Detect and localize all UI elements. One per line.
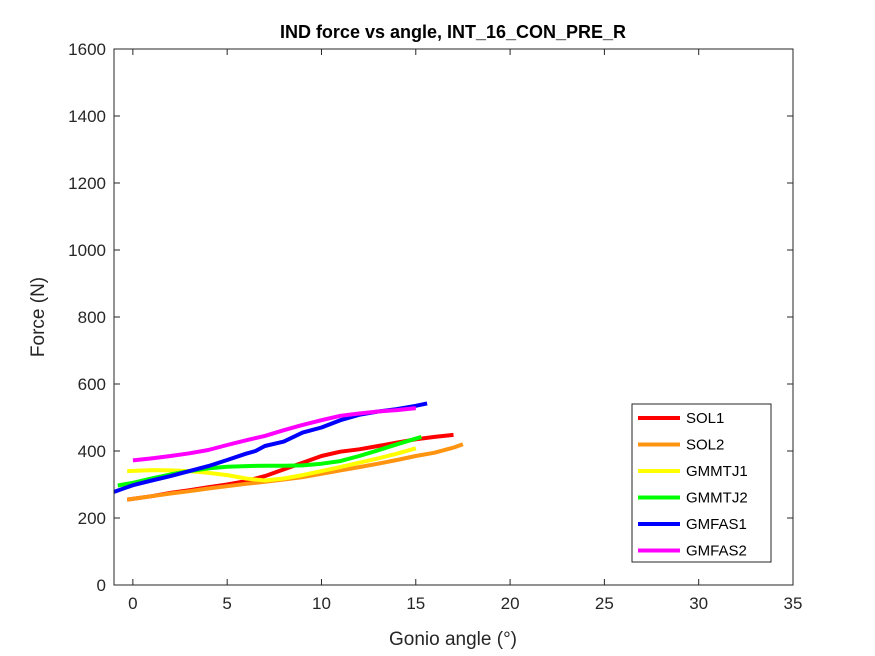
y-axis-label: Force (N) xyxy=(28,277,49,357)
x-tick-label: 30 xyxy=(689,594,708,613)
legend-label-sol1: SOL1 xyxy=(686,410,724,427)
legend-box xyxy=(631,403,772,563)
x-tick-label: 10 xyxy=(312,594,331,613)
x-tick-label: 5 xyxy=(222,594,231,613)
x-tick-label: 25 xyxy=(595,594,614,613)
series-layer xyxy=(113,401,464,502)
chart-title: IND force vs angle, INT_16_CON_PRE_R xyxy=(280,22,626,42)
x-tick-label: 0 xyxy=(128,594,137,613)
y-tick-label: 1200 xyxy=(68,174,106,193)
legend-label-gmfas2: GMFAS2 xyxy=(686,543,747,560)
y-tick-label: 1600 xyxy=(68,40,106,59)
x-axis: 0 5 10 15 20 25 30 35 xyxy=(128,49,802,613)
legend-label-gmmtj2: GMMTJ2 xyxy=(686,490,748,507)
y-tick-label: 200 xyxy=(78,509,106,528)
y-tick-label: 600 xyxy=(78,375,106,394)
x-tick-label: 20 xyxy=(501,594,520,613)
legend-label-gmmtj1: GMMTJ1 xyxy=(686,463,748,480)
y-tick-label: 800 xyxy=(78,308,106,327)
x-tick-label: 35 xyxy=(784,594,803,613)
y-axis: 0 200 400 600 800 1000 1200 1400 1600 xyxy=(68,40,793,595)
y-tick-label: 0 xyxy=(97,576,106,595)
series-line-gmfas2 xyxy=(132,406,417,463)
x-axis-label: Gonio angle (°) xyxy=(389,629,517,650)
x-tick-label: 15 xyxy=(406,594,425,613)
y-tick-label: 1000 xyxy=(68,241,106,260)
legend-label-sol2: SOL2 xyxy=(686,437,724,454)
legend: SOL1 SOL2 GMMTJ1 GMMTJ2 GMFAS1 GMFAS2 xyxy=(631,403,772,563)
y-tick-label: 1400 xyxy=(68,107,106,126)
legend-label-gmfas1: GMFAS1 xyxy=(686,516,747,533)
y-tick-label: 400 xyxy=(78,442,106,461)
